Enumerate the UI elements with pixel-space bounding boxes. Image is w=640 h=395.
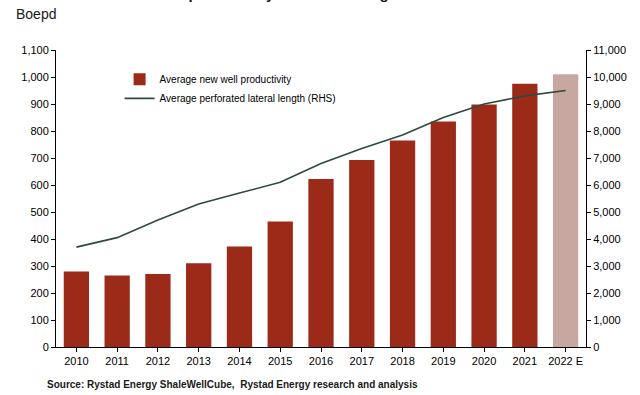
svg-text:2017: 2017 (350, 355, 374, 367)
svg-text:2012: 2012 (146, 355, 170, 367)
svg-text:8,000: 8,000 (593, 125, 621, 137)
svg-text:4,000: 4,000 (593, 233, 621, 245)
svg-text:500: 500 (30, 206, 48, 218)
svg-text:1,000: 1,000 (21, 71, 49, 83)
svg-text:Average perforated lateral len: Average perforated lateral length (RHS) (160, 93, 336, 104)
svg-text:400: 400 (30, 233, 48, 245)
svg-text:2016: 2016 (309, 355, 333, 367)
svg-text:2010: 2010 (64, 355, 88, 367)
svg-text:0: 0 (43, 341, 49, 353)
svg-text:Average new well productivity: Average new well productivity (160, 74, 292, 85)
svg-text:Permian basin new well product: Permian basin new well productivity and … (16, 0, 411, 2)
svg-text:1,000: 1,000 (593, 314, 621, 326)
svg-text:Source: Rystad Energy ShaleWel: Source: Rystad Energy ShaleWellCube, Rys… (47, 379, 418, 390)
svg-text:2015: 2015 (268, 355, 292, 367)
svg-text:5,000: 5,000 (593, 206, 621, 218)
svg-text:2,000: 2,000 (593, 287, 621, 299)
svg-text:700: 700 (30, 152, 48, 164)
svg-text:6,000: 6,000 (593, 179, 621, 191)
svg-text:11,000: 11,000 (593, 44, 626, 56)
svg-text:2013: 2013 (186, 355, 210, 367)
svg-text:2019: 2019 (431, 355, 455, 367)
svg-text:2021: 2021 (513, 355, 537, 367)
svg-text:1,100: 1,100 (21, 44, 49, 56)
svg-text:800: 800 (30, 125, 48, 137)
svg-text:Boepd: Boepd (16, 6, 56, 22)
svg-text:2022 E: 2022 E (548, 355, 583, 367)
svg-text:300: 300 (30, 260, 48, 272)
svg-text:100: 100 (30, 314, 48, 326)
svg-text:3,000: 3,000 (593, 260, 621, 272)
svg-text:2011: 2011 (105, 355, 129, 367)
svg-text:10,000: 10,000 (593, 71, 627, 83)
svg-text:200: 200 (30, 287, 48, 299)
svg-text:0: 0 (593, 341, 599, 353)
svg-text:2014: 2014 (227, 355, 251, 367)
svg-text:600: 600 (30, 179, 48, 191)
svg-text:2020: 2020 (472, 355, 496, 367)
svg-text:900: 900 (30, 98, 48, 110)
svg-text:7,000: 7,000 (593, 152, 621, 164)
svg-text:9,000: 9,000 (593, 98, 621, 110)
svg-text:2018: 2018 (390, 355, 414, 367)
